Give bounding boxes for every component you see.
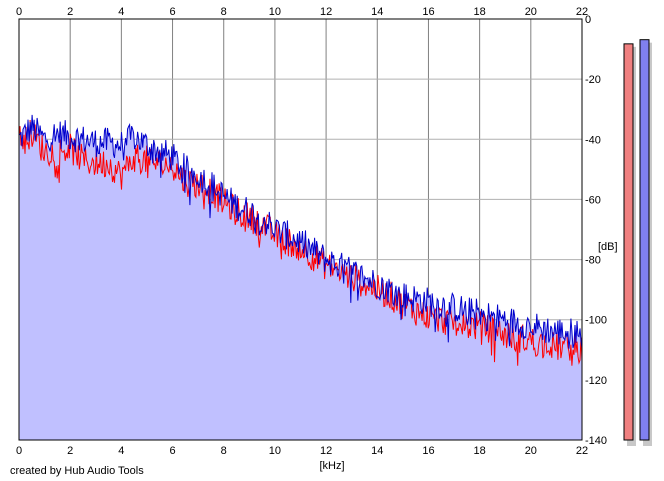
- x-tick-label-top: 6: [169, 6, 175, 18]
- x-tick-label-bottom: 8: [221, 445, 227, 457]
- y-tick-label: -100: [585, 315, 607, 327]
- x-tick-labels-top: 0 2 4 6 8 10 12 14 16 18 20 22: [16, 6, 588, 18]
- x-tick-label-top: 0: [16, 6, 22, 18]
- x-tick-label-top: 14: [371, 6, 383, 18]
- y-tick-label: -60: [585, 194, 601, 206]
- y-tick-label: -140: [585, 435, 607, 447]
- level-meter-0: [623, 43, 634, 441]
- y-tick-label: -40: [585, 134, 601, 146]
- x-tick-label-bottom: 4: [118, 445, 124, 457]
- series-line-1: [18, 119, 583, 366]
- plot-frame: [18, 18, 583, 441]
- x-tick-label-bottom: 16: [422, 445, 434, 457]
- x-tick-label-top: 22: [576, 6, 588, 18]
- x-tick-label-bottom: 12: [320, 445, 332, 457]
- x-tick-label-bottom: 14: [371, 445, 383, 457]
- level-meters: [623, 39, 652, 447]
- series-layer: [18, 114, 583, 366]
- x-axis-label: [kHz]: [319, 460, 344, 472]
- spectrum-fill-area: [19, 114, 582, 441]
- credit-text: created by Hub Audio Tools: [10, 465, 144, 477]
- x-tick-label-top: 4: [118, 6, 124, 18]
- series-line-0: [18, 114, 583, 349]
- x-tick-label-bottom: 0: [16, 445, 22, 457]
- x-tick-label-top: 18: [474, 6, 486, 18]
- x-tick-label-bottom: 2: [67, 445, 73, 457]
- y-tick-label: -20: [585, 74, 601, 86]
- x-tick-label-bottom: 6: [169, 445, 175, 457]
- y-tick-label: 0: [585, 14, 591, 26]
- x-tick-label-top: 10: [269, 6, 281, 18]
- level-meter-1: [639, 39, 650, 441]
- y-tick-label: -120: [585, 375, 607, 387]
- x-tick-label-bottom: 18: [474, 445, 486, 457]
- x-tick-label-top: 20: [525, 6, 537, 18]
- x-tick-labels-bottom: 0 2 4 6 8 10 12 14 16 18 20 22: [16, 445, 588, 457]
- x-tick-label-bottom: 22: [576, 445, 588, 457]
- x-tick-label-bottom: 20: [525, 445, 537, 457]
- y-axis-label: [dB]: [598, 241, 618, 253]
- x-tick-label-top: 8: [221, 6, 227, 18]
- x-tick-label-top: 16: [422, 6, 434, 18]
- y-tick-labels: 0 -20 -40 -60 -80 -100 -120 -140: [585, 14, 607, 447]
- x-tick-label-bottom: 10: [269, 445, 281, 457]
- x-tick-label-top: 2: [67, 6, 73, 18]
- y-tick-label: -80: [585, 255, 601, 267]
- x-tick-label-top: 12: [320, 6, 332, 18]
